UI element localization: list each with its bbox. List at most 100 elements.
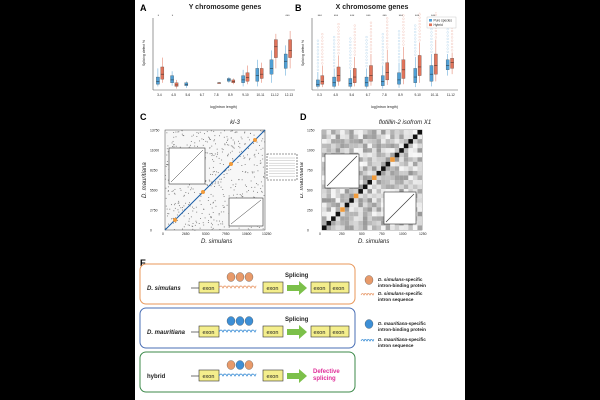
heat-cell bbox=[362, 170, 368, 176]
heat-cell bbox=[326, 225, 332, 230]
heat-cell bbox=[362, 220, 368, 226]
pure-outlier bbox=[333, 52, 336, 55]
dot bbox=[167, 190, 169, 192]
dot bbox=[226, 204, 228, 206]
hybrid-outlier bbox=[321, 36, 324, 39]
heat-cell bbox=[381, 170, 386, 176]
dot bbox=[205, 140, 207, 142]
significance-mark: *** bbox=[350, 14, 355, 18]
dot bbox=[232, 158, 234, 159]
diagonal-cell bbox=[408, 139, 413, 144]
dot bbox=[241, 165, 243, 166]
heat-cell bbox=[331, 139, 336, 144]
dot bbox=[167, 186, 169, 188]
pure-outlier bbox=[381, 49, 384, 52]
dot bbox=[235, 183, 237, 185]
dot bbox=[244, 184, 246, 186]
heat-cell bbox=[376, 207, 382, 212]
dot bbox=[250, 180, 252, 182]
hybrid-outlier bbox=[418, 29, 421, 32]
hybrid-outlier bbox=[337, 39, 340, 42]
hybrid-outlier bbox=[321, 62, 324, 65]
dot bbox=[199, 200, 201, 202]
heat-cell bbox=[417, 148, 422, 153]
legend-text-line2: intron-binding protein bbox=[378, 283, 426, 288]
heat-cell bbox=[349, 207, 354, 212]
pure-outlier bbox=[365, 49, 368, 52]
hybrid-outlier bbox=[337, 26, 340, 29]
pure-outlier bbox=[365, 52, 368, 55]
heat-cell bbox=[376, 193, 382, 199]
y-tick-label: 750 bbox=[307, 169, 313, 173]
dot bbox=[171, 190, 173, 192]
heat-cell bbox=[326, 207, 332, 212]
hybrid-box bbox=[385, 62, 389, 81]
dot bbox=[165, 165, 167, 167]
heat-cell bbox=[412, 225, 418, 230]
pure-outlier bbox=[333, 55, 336, 58]
dot bbox=[193, 191, 195, 193]
y-axis-label: D. mauritiana bbox=[142, 162, 148, 198]
dot bbox=[175, 131, 177, 133]
diagonal-cell bbox=[372, 175, 377, 180]
dot bbox=[208, 220, 209, 222]
diagonal-cell bbox=[403, 143, 409, 149]
dot bbox=[213, 140, 215, 142]
heat-cell bbox=[381, 211, 386, 217]
dot bbox=[211, 181, 212, 183]
pure-outlier bbox=[397, 43, 401, 46]
heat-cell bbox=[367, 170, 372, 176]
dot bbox=[212, 227, 214, 229]
dot bbox=[182, 207, 183, 208]
hybrid-box bbox=[336, 66, 341, 82]
legend-swatch bbox=[429, 23, 432, 27]
dot bbox=[166, 154, 168, 156]
diagonal-cell bbox=[335, 211, 341, 217]
dot bbox=[168, 193, 170, 195]
dot bbox=[242, 193, 243, 195]
dot bbox=[175, 145, 177, 147]
pure-outlier bbox=[446, 44, 449, 47]
dot bbox=[260, 148, 262, 150]
legend-label: Hybrid bbox=[434, 23, 443, 27]
dot bbox=[260, 162, 262, 164]
dot bbox=[213, 155, 215, 156]
heat-cell bbox=[362, 134, 368, 140]
dot bbox=[226, 144, 228, 146]
heat-cell bbox=[399, 170, 404, 176]
dot bbox=[220, 186, 222, 188]
heat-cell bbox=[367, 211, 372, 217]
dot bbox=[223, 206, 225, 208]
dot bbox=[192, 228, 194, 230]
pure-outlier bbox=[430, 28, 433, 31]
heat-cell bbox=[322, 180, 327, 185]
heat-cell bbox=[390, 175, 395, 180]
dot bbox=[259, 145, 261, 146]
pure-box bbox=[429, 65, 434, 82]
heat-cell bbox=[367, 184, 372, 190]
heat-cell bbox=[394, 225, 400, 230]
heat-cell bbox=[385, 189, 391, 194]
diagonal-cell bbox=[331, 216, 336, 221]
dot bbox=[220, 132, 222, 134]
heat-cell bbox=[340, 143, 345, 149]
heat-cell bbox=[358, 207, 363, 212]
dot bbox=[241, 179, 243, 181]
dot bbox=[172, 218, 174, 220]
heat-cell bbox=[358, 130, 363, 135]
dot bbox=[253, 171, 255, 173]
heat-cell bbox=[385, 175, 391, 180]
pure-outlier bbox=[414, 34, 417, 37]
binding-protein bbox=[235, 316, 245, 326]
heat-cell bbox=[326, 216, 332, 221]
heat-cell bbox=[358, 193, 363, 199]
panel-a-title: Y chromosome genes bbox=[188, 4, 262, 11]
legend-protein-icon bbox=[364, 275, 374, 285]
heat-cell bbox=[372, 152, 377, 158]
dot bbox=[244, 131, 246, 133]
dot bbox=[210, 139, 211, 140]
pure-outlier bbox=[316, 65, 319, 68]
dot bbox=[251, 186, 253, 188]
dot bbox=[177, 202, 179, 204]
heat-cell bbox=[376, 143, 382, 149]
